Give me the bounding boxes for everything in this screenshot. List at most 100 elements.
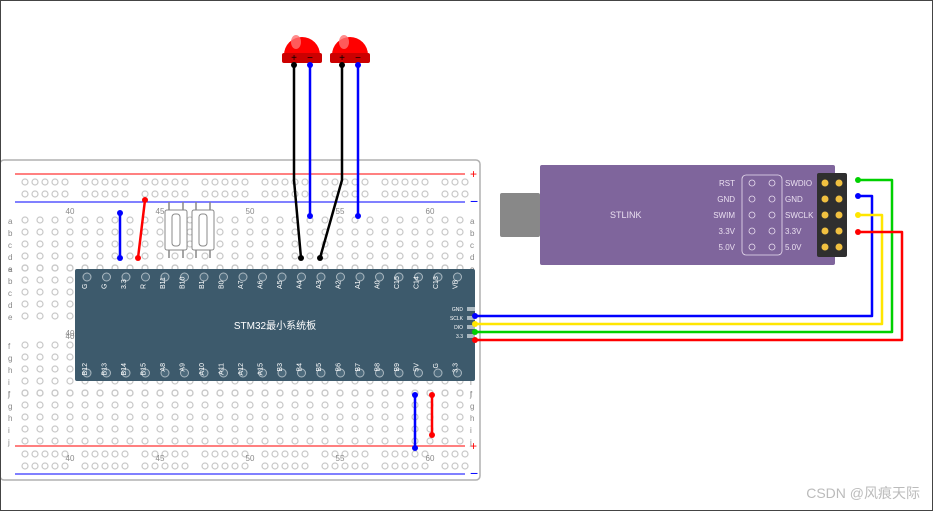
svg-text:45: 45: [156, 207, 165, 216]
svg-text:VB: VB: [453, 279, 460, 289]
svg-text:B5: B5: [316, 363, 323, 372]
circuit-diagram: +−+−aabbccddee4045505560aabbccddee404550…: [0, 0, 935, 513]
svg-text:A11: A11: [219, 363, 226, 375]
svg-text:3.3: 3.3: [453, 363, 460, 373]
svg-text:5.0V: 5.0V: [719, 243, 736, 252]
svg-text:STLINK: STLINK: [610, 210, 642, 220]
svg-text:A1: A1: [355, 280, 362, 289]
svg-text:60: 60: [426, 454, 435, 463]
svg-text:i: i: [8, 426, 10, 435]
svg-text:B1: B1: [199, 280, 206, 289]
svg-text:C13: C13: [433, 276, 440, 289]
svg-text:B7: B7: [355, 363, 362, 372]
svg-text:50: 50: [246, 207, 255, 216]
svg-text:40: 40: [66, 454, 75, 463]
svg-text:B12: B12: [82, 363, 89, 376]
svg-text:SWCLK: SWCLK: [785, 211, 814, 220]
svg-text:A15: A15: [258, 363, 265, 376]
svg-text:GND: GND: [717, 195, 735, 204]
svg-text:a: a: [8, 217, 13, 226]
svg-text:b: b: [470, 229, 475, 238]
svg-text:h: h: [8, 414, 12, 423]
svg-text:g: g: [8, 402, 12, 411]
svg-text:5V: 5V: [414, 363, 421, 372]
svg-text:GND: GND: [452, 307, 464, 313]
svg-text:b: b: [8, 229, 13, 238]
svg-text:SWIM: SWIM: [713, 211, 735, 220]
svg-text:A9: A9: [180, 363, 187, 372]
tact-button-1: [192, 202, 214, 258]
svg-text:h: h: [8, 366, 12, 375]
svg-text:B14: B14: [121, 363, 128, 376]
svg-text:G: G: [102, 284, 109, 289]
svg-text:A5: A5: [277, 280, 284, 289]
svg-text:+: +: [470, 167, 477, 181]
svg-text:40: 40: [66, 207, 75, 216]
svg-text:A12: A12: [238, 363, 245, 376]
svg-text:c: c: [8, 241, 12, 250]
svg-text:5.0V: 5.0V: [785, 243, 802, 252]
watermark: CSDN @风痕天际: [806, 483, 920, 503]
svg-text:j: j: [7, 438, 10, 447]
svg-text:A8: A8: [160, 363, 167, 372]
svg-text:STM32最小系统板: STM32最小系统板: [234, 319, 316, 332]
svg-text:3.3V: 3.3V: [719, 227, 736, 236]
svg-text:B6: B6: [336, 363, 343, 372]
svg-text:3.3: 3.3: [456, 334, 463, 340]
svg-text:SCLK: SCLK: [450, 316, 464, 322]
svg-text:DIO: DIO: [454, 325, 463, 331]
svg-text:d: d: [470, 253, 474, 262]
svg-text:c: c: [8, 289, 12, 298]
svg-text:RST: RST: [719, 179, 735, 188]
svg-text:60: 60: [426, 207, 435, 216]
svg-text:50: 50: [246, 454, 255, 463]
svg-text:A3: A3: [316, 280, 323, 289]
svg-text:G: G: [82, 284, 89, 289]
svg-text:B11: B11: [160, 277, 167, 289]
svg-text:GND: GND: [785, 195, 803, 204]
stm32-board: STM32最小系统板 G G 3.3 R B11 B10 B1 B0 A7 A6 A5 A4 A3 A2 A1…: [75, 269, 475, 381]
svg-text:B9: B9: [394, 363, 401, 372]
svg-text:C14: C14: [414, 276, 421, 289]
svg-text:−: −: [470, 465, 478, 481]
svg-text:−: −: [470, 193, 478, 209]
svg-text:45: 45: [156, 454, 165, 463]
svg-text:d: d: [8, 253, 12, 262]
svg-text:c: c: [470, 241, 474, 250]
svg-text:g: g: [470, 402, 474, 411]
svg-text:b: b: [8, 277, 13, 286]
svg-text:3.3: 3.3: [121, 279, 128, 289]
tact-button-0: [165, 202, 187, 258]
svg-text:B3: B3: [277, 363, 284, 372]
svg-text:B15: B15: [141, 363, 148, 376]
svg-text:B13: B13: [102, 363, 109, 376]
svg-text:A2: A2: [336, 280, 343, 289]
svg-text:g: g: [8, 354, 12, 363]
svg-text:3.3V: 3.3V: [785, 227, 802, 236]
svg-text:55: 55: [336, 454, 345, 463]
svg-text:55: 55: [336, 207, 345, 216]
svg-text:a: a: [470, 217, 475, 226]
svg-text:e: e: [8, 313, 13, 322]
svg-text:A6: A6: [258, 280, 265, 289]
svg-text:d: d: [8, 301, 12, 310]
svg-text:B10: B10: [180, 276, 187, 289]
svg-text:i: i: [470, 426, 472, 435]
svg-text:A0: A0: [375, 280, 382, 289]
svg-text:C15: C15: [394, 276, 401, 289]
svg-text:SWDIO: SWDIO: [785, 179, 812, 188]
stlink-programmer: STLINK RST SWDIO GND GND SWIM SWCLK 3.3V 3.3V 5.0…: [500, 165, 847, 265]
svg-text:A10: A10: [199, 363, 206, 376]
svg-text:B8: B8: [375, 363, 382, 372]
svg-text:A7: A7: [238, 280, 245, 289]
svg-text:G: G: [433, 363, 440, 368]
led-1: +−: [330, 35, 370, 64]
svg-text:j: j: [469, 438, 472, 447]
svg-text:i: i: [8, 378, 10, 387]
svg-text:B0: B0: [219, 280, 226, 289]
svg-text:a: a: [8, 265, 13, 274]
svg-text:R: R: [141, 284, 148, 289]
svg-text:h: h: [470, 414, 474, 423]
svg-text:A4: A4: [297, 280, 304, 289]
svg-text:40: 40: [66, 332, 75, 341]
